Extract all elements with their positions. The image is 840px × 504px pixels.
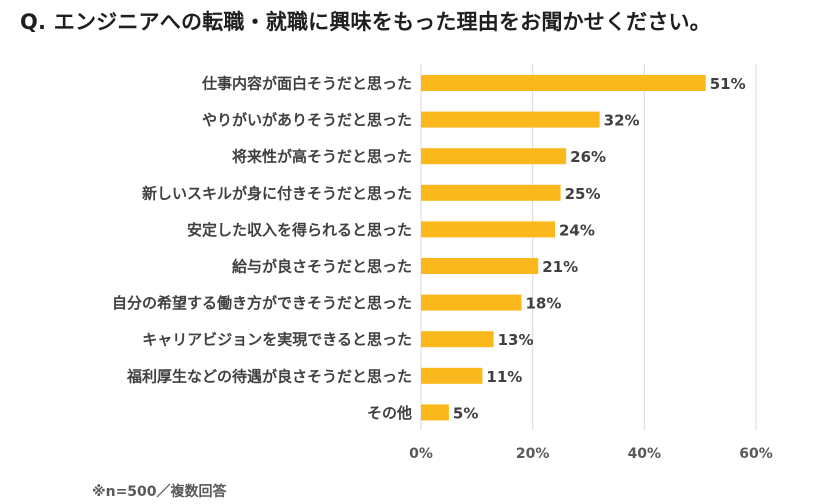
category-label: 自分の希望する働き方ができそうだと思った	[112, 294, 412, 312]
bar	[421, 258, 539, 274]
value-label: 24%	[559, 221, 595, 239]
bar	[421, 148, 567, 165]
category-label: 給与が良さそうだと思った	[232, 258, 412, 276]
bar	[421, 184, 561, 201]
bar	[421, 331, 494, 348]
value-label: 13%	[498, 331, 534, 349]
category-label: 仕事内容が面白そうだと思った	[201, 75, 412, 93]
bar	[421, 75, 706, 91]
bar	[421, 111, 600, 128]
x-tick-label: 40%	[628, 446, 662, 462]
footnote: ※n=500／複数回答	[92, 484, 227, 500]
bar	[421, 404, 449, 421]
x-tick-label: 60%	[739, 446, 773, 462]
value-label: 26%	[570, 148, 606, 166]
x-tick-label: 0%	[409, 446, 433, 462]
value-label: 11%	[486, 368, 522, 386]
bar	[421, 367, 483, 384]
value-label: 25%	[565, 185, 601, 203]
category-labels: 仕事内容が面白そうだと思ったやりがいがありそうだと思った将来性が高そうだと思った…	[112, 75, 412, 422]
chart-title: Q. エンジニアへの転職・就職に興味をもった理由をお聞かせください。	[20, 10, 711, 34]
category-label: 安定した収入を得られると思った	[187, 221, 412, 239]
x-axis-ticks: 0% 20% 40% 60%	[409, 446, 773, 462]
bar	[421, 221, 555, 238]
bar	[421, 294, 522, 311]
x-tick-label: 20%	[516, 446, 550, 462]
category-label: キャリアビジョンを実現できると思った	[142, 331, 412, 349]
category-label: やりがいがありそうだと思った	[202, 111, 412, 129]
value-label: 18%	[526, 295, 562, 313]
category-label: その他	[367, 404, 412, 422]
category-label: 新しいスキルが身に付きそうだと思った	[142, 184, 412, 202]
value-label: 51%	[710, 75, 746, 93]
value-label: 5%	[453, 404, 478, 422]
category-label: 福利厚生などの待遇が良さそうだと思った	[126, 367, 412, 385]
bars	[421, 75, 706, 421]
value-label: 32%	[604, 112, 640, 130]
value-labels: 51% 32% 26% 25% 24% 21% 18% 13% 11% 5%	[453, 75, 746, 422]
category-label: 将来性が高そうだと思った	[232, 148, 412, 166]
value-label: 21%	[542, 258, 578, 276]
